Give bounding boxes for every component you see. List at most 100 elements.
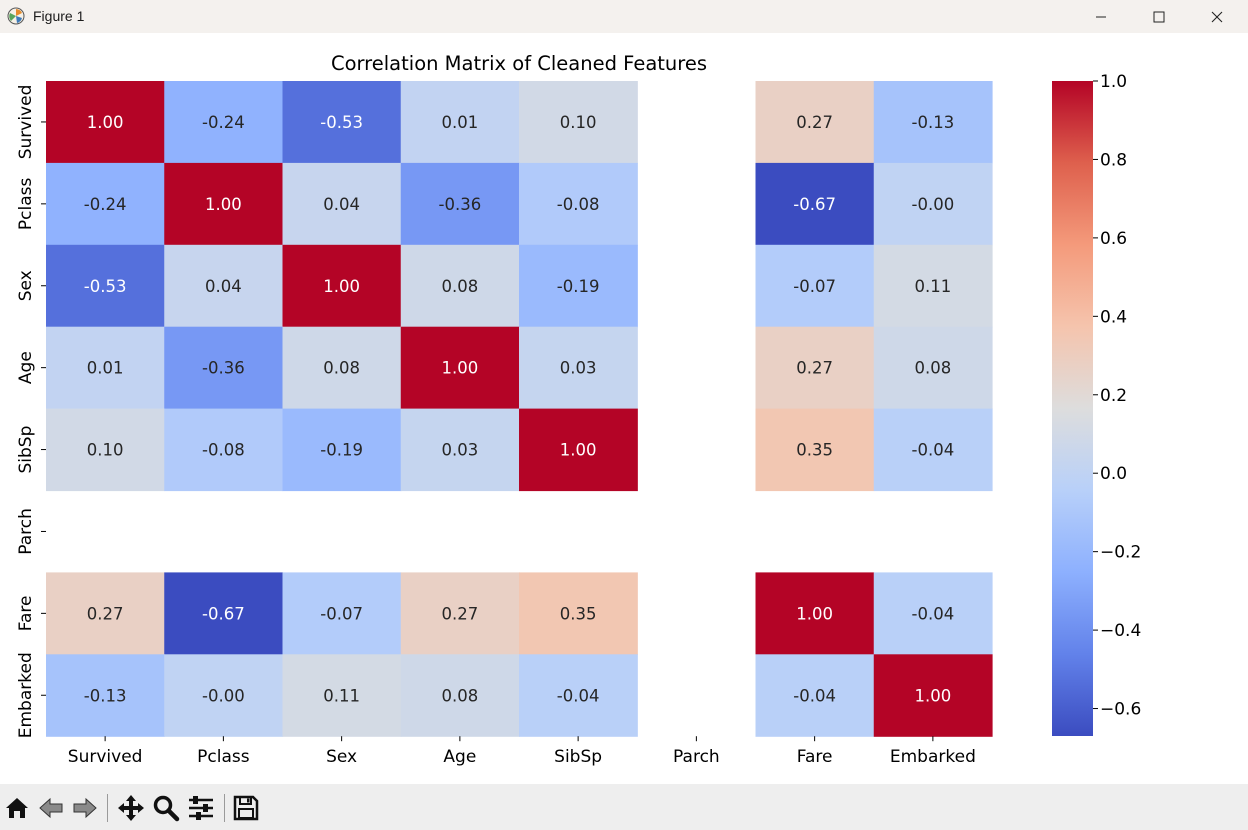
heatmap-annotations: 1.00 -0.24 -0.53 0.01 0.10 0.27 -0.13 -0.24 1.00… [84,113,954,705]
cell-annotation: -0.36 [439,195,482,214]
close-icon [1211,11,1223,22]
cell-annotation: -0.00 [912,195,955,214]
y-tick-label: Embarked [16,652,36,738]
cell-annotation: -0.36 [202,359,245,378]
heatmap-cell [755,162,875,246]
x-tick-label: Embarked [890,747,976,767]
heatmap-cell [282,244,402,328]
cell-annotation: 1.00 [915,686,952,705]
x-tick-label: Sex [326,747,357,767]
colorbar-tick-label: 0.4 [1100,307,1127,327]
heatmap-cell [519,162,638,246]
cell-annotation: -0.67 [202,604,245,623]
maximize-button[interactable] [1130,0,1188,33]
close-button[interactable] [1188,0,1246,33]
cell-annotation: -0.24 [202,113,245,132]
cell-annotation: 1.00 [323,277,360,296]
cell-annotation: 0.08 [323,359,360,378]
colorbar-gradient [1052,81,1093,736]
heatmap-cell [519,408,638,492]
forward-arrow-icon [73,797,97,819]
back-button[interactable] [36,793,66,823]
cell-annotation: 0.04 [205,277,242,296]
home-button[interactable] [2,793,32,823]
cell-annotation: -0.19 [320,441,363,460]
x-axis-ticks: Survived Pclass Sex Age SibSp Parch Fare Embark… [68,736,976,767]
y-tick-label: Parch [16,508,36,555]
heatmap-cell [46,326,165,410]
navigation-toolbar [0,784,1248,830]
heatmap-cell [519,654,638,737]
colorbar-tick-label: 0.0 [1100,464,1127,484]
cell-annotation: 0.03 [442,441,479,460]
colorbar-tick-label: −0.4 [1100,621,1141,641]
heatmap-cell [400,244,520,328]
heatmap-cell [282,654,402,737]
heatmap-cell [400,654,520,737]
heatmap-cell [164,162,284,246]
colorbar-tick-label: −0.2 [1100,543,1141,563]
cell-annotation: 0.08 [915,359,952,378]
cell-annotation: -0.67 [793,195,836,214]
heatmap-cell [282,572,402,655]
cell-annotation: 0.03 [560,359,597,378]
cell-annotation: -0.24 [84,195,127,214]
y-tick-label: Fare [16,595,36,631]
cell-annotation: 0.04 [323,195,360,214]
cell-annotation: 0.08 [442,686,479,705]
colorbar-tick-label: 0.6 [1100,229,1127,249]
save-floppy-icon [233,795,259,821]
cell-annotation: 0.01 [442,113,479,132]
heatmap-cell [873,162,993,246]
minimize-button[interactable] [1072,0,1130,33]
colorbar-tick-label: 1.0 [1100,72,1127,92]
maximize-icon [1153,11,1165,22]
heatmap-cell [164,408,284,492]
save-button[interactable] [231,793,261,823]
cell-annotation: 0.27 [87,604,124,623]
cell-annotation: 1.00 [796,604,833,623]
x-tick-label: Survived [68,747,143,767]
heatmap-cell [164,654,284,737]
cell-annotation: 0.10 [87,441,124,460]
cell-annotation: -0.00 [202,686,245,705]
cell-annotation: 0.35 [560,604,597,623]
forward-button[interactable] [70,793,100,823]
heatmap-cell [46,81,165,164]
matplotlib-app-icon [7,7,25,25]
heatmap-cell [519,244,638,328]
cell-annotation: -0.07 [320,604,363,623]
heatmap-cell [282,81,402,164]
pan-move-icon [118,795,144,821]
x-tick-label: SibSp [554,747,602,767]
heatmap-cell [755,244,875,328]
heatmap-cell [755,654,875,737]
pan-button[interactable] [116,793,146,823]
heatmap-cell [519,81,638,164]
cell-annotation: 1.00 [560,441,597,460]
heatmap-cell [873,408,993,492]
heatmap-cell [164,326,284,410]
y-tick-label: Survived [16,85,36,160]
y-tick-label: Pclass [16,177,36,230]
y-tick-label: SibSp [16,426,36,474]
heatmap-cell [755,408,875,492]
heatmap-cell [282,162,402,246]
cell-annotation: -0.08 [557,195,600,214]
zoom-button[interactable] [151,793,181,823]
heatmap-cell [873,572,993,655]
configure-subplots-icon [189,796,213,820]
cell-annotation: 0.10 [560,113,597,132]
cell-annotation: 0.27 [442,604,479,623]
heatmap-cell [755,81,875,164]
heatmap-cell [519,326,638,410]
cell-annotation: -0.53 [320,113,363,132]
configure-subplots-button[interactable] [186,793,216,823]
toolbar-separator [107,794,108,822]
chart-title: Correlation Matrix of Cleaned Features [331,52,707,75]
heatmap-cell [46,162,165,246]
heatmap-cell [400,326,520,410]
cell-annotation: 0.08 [442,277,479,296]
heatmap-cell [282,408,402,492]
heatmap-cell [755,326,875,410]
